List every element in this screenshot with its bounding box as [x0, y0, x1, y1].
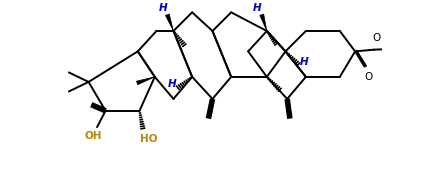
Text: HO: HO — [140, 134, 158, 144]
Polygon shape — [260, 14, 267, 31]
Text: O: O — [364, 72, 372, 82]
Text: H: H — [300, 57, 309, 66]
Text: H: H — [167, 79, 176, 89]
Text: O: O — [372, 33, 381, 43]
Text: H: H — [159, 3, 167, 13]
Text: OH: OH — [85, 131, 102, 141]
Polygon shape — [165, 14, 173, 31]
Text: H: H — [253, 3, 262, 13]
Polygon shape — [136, 77, 155, 85]
